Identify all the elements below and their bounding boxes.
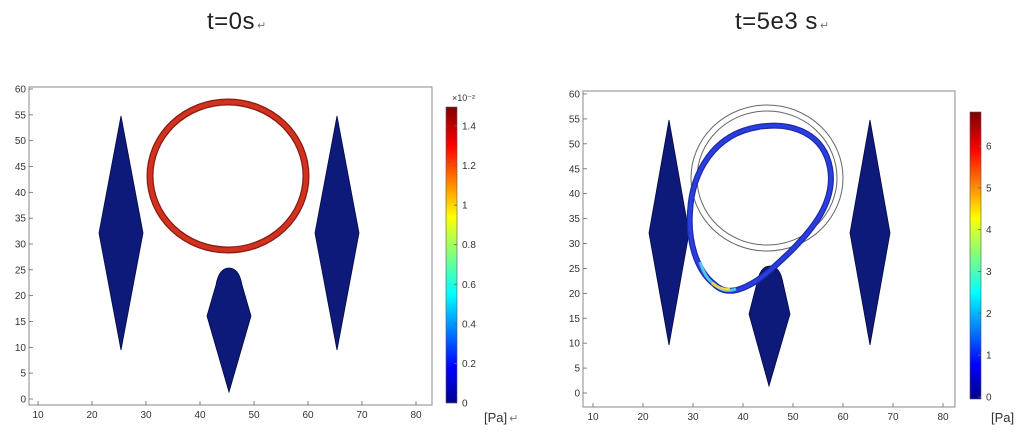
x-tick-label: 60 [302,410,314,421]
y-tick-label: 0 [20,395,26,406]
y-tick-label: 50 [569,139,581,150]
x-tick-label: 10 [32,410,44,421]
y-tick-label: 45 [15,162,27,173]
x-tick-label: 80 [410,410,422,421]
ring-membrane-t0 [147,99,309,253]
colorbar-ticks-t5e3: 0 1 2 3 4 5 6 [978,142,992,404]
axis-ticks-t0: 10 20 30 40 50 60 70 80 0 5 10 15 20 25 30 35 40 45 50 55 60 [15,85,422,422]
y-tick-label: 40 [569,189,581,200]
x-tick-label: 10 [587,412,599,423]
y-tick-label: 35 [15,214,27,225]
colorbar-ticks-t0: 0 0.2 0.4 0.6 0.8 1 1.2 1.4 [454,122,476,410]
deformed-membrane-t5e3 [687,123,833,293]
y-tick-label: 5 [574,364,580,375]
y-tick-label: 20 [15,291,27,302]
diamond-obstacle-right-t5e3 [849,119,891,346]
x-tick-label: 60 [837,412,849,423]
colorbar-tick-label: 5 [986,183,992,194]
y-tick-label: 0 [574,389,580,400]
x-tick-label: 70 [356,410,368,421]
panel-title-t0: t=0s ↵ [207,8,267,35]
initial-ring-outer [690,104,844,252]
y-tick-label: 30 [569,239,581,250]
y-tick-label: 5 [20,369,26,380]
unit-label-t5e3: [Pa] [991,410,1015,425]
y-tick-label: 40 [15,188,27,199]
y-tick-label: 20 [569,289,581,300]
colorbar-t5e3 [969,111,982,400]
colorbar-tick-label: 3 [986,267,992,278]
y-tick-label: 10 [15,343,27,354]
y-tick-label: 35 [569,214,581,225]
y-tick-label: 10 [569,339,581,350]
panel-title-t5e3: t=5e3 s ↵ [735,8,830,35]
colorbar-tick-label: 1.4 [462,122,476,133]
colorbar-tick-label: 0 [986,393,992,404]
x-tick-label: 40 [194,410,206,421]
colorbar-tick-label: 0.8 [462,240,476,251]
colorbar-tick-label: 1.2 [462,161,476,172]
y-tick-label: 30 [15,240,27,251]
y-tick-label: 25 [15,265,27,276]
bullet-obstacle-center [206,267,252,394]
colorbar-tick-label: 0.4 [462,319,476,330]
colorbar-tick-label: 0.2 [462,359,476,370]
y-tick-label: 55 [15,110,27,121]
x-tick-label: 20 [86,410,98,421]
axis-ticks-t5e3: 10 20 30 40 50 60 70 80 0 5 10 15 20 25 30 35 40 45 50 55 60 [569,90,949,424]
membrane-hotspot-yellow [711,281,731,291]
colorbar-tick-label: 0.6 [462,280,476,291]
colorbar-t0 [445,106,458,404]
colorbar-tick-label: 1 [462,201,468,212]
y-tick-label: 55 [569,114,581,125]
y-tick-label: 25 [569,264,581,275]
y-tick-label: 45 [569,164,581,175]
y-tick-label: 15 [569,314,581,325]
colorbar-exponent-t0: ×10⁻² [452,93,475,103]
diamond-obstacle-left [98,115,144,351]
diamond-obstacle-left-t5e3 [648,119,690,346]
y-tick-label: 50 [15,136,27,147]
x-tick-label: 50 [248,410,260,421]
y-tick-label: 60 [15,85,27,96]
x-tick-label: 50 [787,412,799,423]
colorbar-tick-label: 6 [986,142,992,153]
x-tick-label: 30 [140,410,152,421]
colorbar-tick-label: 0 [462,399,468,410]
y-tick-label: 60 [569,90,581,101]
x-tick-label: 80 [937,412,949,423]
x-tick-label: 30 [687,412,699,423]
y-tick-label: 15 [15,317,27,328]
colorbar-tick-label: 4 [986,225,992,236]
x-tick-label: 40 [737,412,749,423]
diamond-obstacle-right [314,115,360,351]
colorbar-tick-label: 2 [986,309,992,320]
colorbar-tick-label: 1 [986,351,992,362]
x-tick-label: 70 [887,412,899,423]
unit-label-t0: [Pa] ↵ [484,410,519,425]
x-tick-label: 20 [637,412,649,423]
